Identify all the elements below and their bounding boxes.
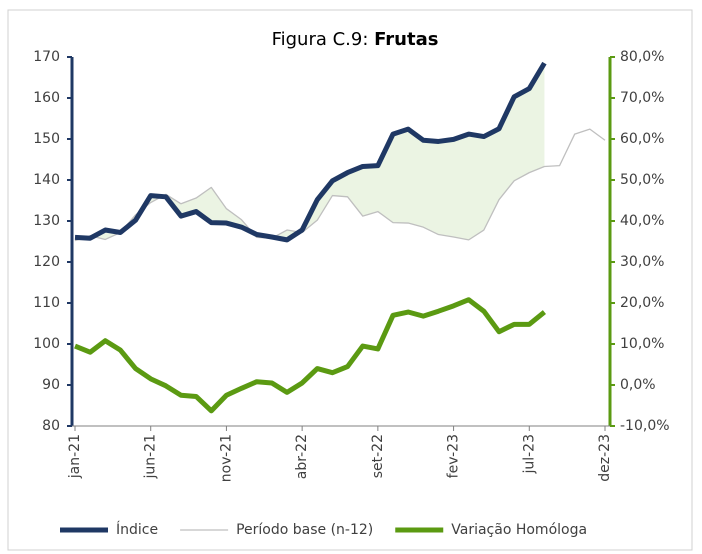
- x-tick-label: abr-22: [294, 434, 310, 479]
- y-tick-label: 130: [33, 213, 60, 229]
- y2-tick-label: 30,0%: [620, 254, 664, 270]
- legend-label: Índice: [116, 521, 158, 538]
- series-line: [74, 297, 547, 414]
- y2-tick-label: 80,0%: [620, 49, 664, 65]
- y2-tick-label: 60,0%: [620, 131, 664, 147]
- chart-frame: [7, 9, 693, 551]
- legend-label: Variação Homóloga: [451, 522, 587, 538]
- y-tick-label: 160: [33, 90, 60, 106]
- x-tick-label: jan-21: [67, 434, 83, 479]
- y2-tick-label: 0,0%: [620, 377, 656, 393]
- y-tick-label: 90: [42, 377, 60, 393]
- x-tick-label: dez-23: [597, 434, 613, 482]
- x-tick-label: jul-23: [521, 434, 537, 475]
- y-tick-label: 110: [33, 295, 60, 311]
- y2-tick-label: 50,0%: [620, 172, 664, 188]
- y2-tick-label: 40,0%: [620, 213, 664, 229]
- difference-area: [75, 63, 545, 241]
- series-line: [74, 61, 547, 243]
- y-tick-label: 170: [33, 49, 60, 65]
- y2-tick-label: 20,0%: [620, 295, 664, 311]
- y2-tick-label: 10,0%: [620, 336, 664, 352]
- x-tick-label: fev-23: [446, 434, 462, 478]
- y-tick-label: 140: [33, 172, 60, 188]
- x-tick-label: nov-21: [218, 434, 234, 482]
- chart-title: Figura C.9: Frutas: [272, 29, 439, 50]
- y-tick-label: 80: [42, 418, 60, 434]
- y-tick-label: 120: [33, 254, 60, 270]
- y-tick-label: 100: [33, 336, 60, 352]
- x-tick-label: jun-21: [143, 434, 159, 480]
- x-tick-label: set-22: [370, 434, 386, 478]
- y2-tick-label: 70,0%: [620, 90, 664, 106]
- y2-tick-label: -10,0%: [620, 418, 670, 434]
- legend-label: Período base (n-12): [236, 522, 373, 538]
- y-tick-label: 150: [33, 131, 60, 147]
